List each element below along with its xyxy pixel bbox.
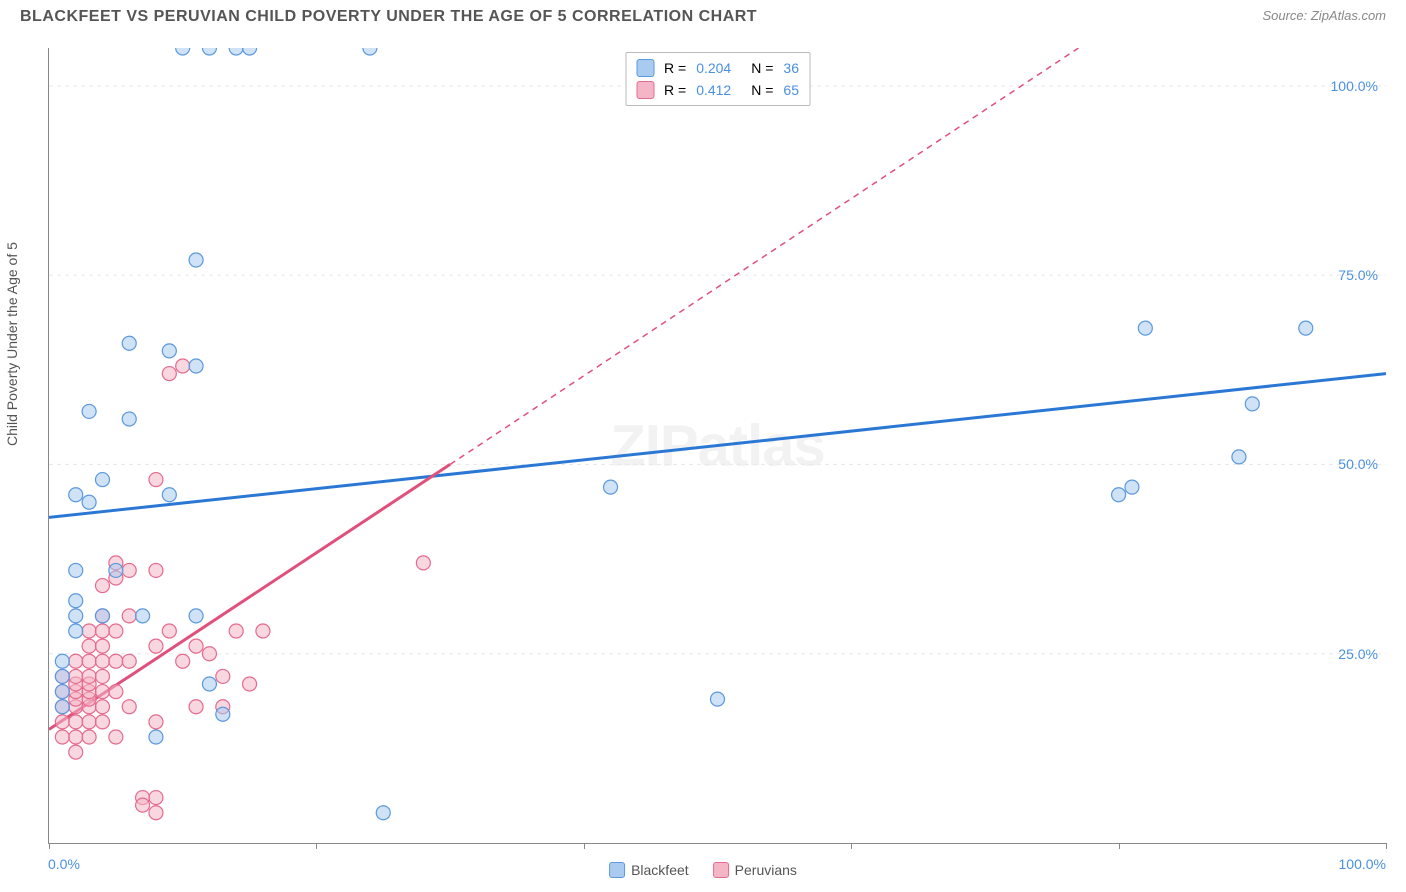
n-label: N = bbox=[751, 82, 773, 98]
n-label: N = bbox=[751, 60, 773, 76]
y-tick-label: 100.0% bbox=[1331, 78, 1378, 94]
chart-title: BLACKFEET VS PERUVIAN CHILD POVERTY UNDE… bbox=[20, 8, 1386, 26]
y-tick-label: 50.0% bbox=[1338, 456, 1378, 472]
n-value-a: 36 bbox=[783, 60, 799, 76]
series-a-name: Blackfeet bbox=[631, 862, 689, 878]
chart-source: Source: ZipAtlas.com bbox=[1262, 8, 1386, 23]
series-b-name: Peruvians bbox=[735, 862, 797, 878]
swatch-a-2 bbox=[609, 862, 625, 878]
chart-svg bbox=[49, 48, 1386, 843]
r-label: R = bbox=[664, 60, 686, 76]
legend-stats-row-b: R = 0.412 N = 65 bbox=[636, 79, 799, 101]
r-value-b: 0.412 bbox=[696, 82, 731, 98]
legend-item-b: Peruvians bbox=[713, 862, 797, 878]
n-value-b: 65 bbox=[783, 82, 799, 98]
legend-stats: R = 0.204 N = 36 R = 0.412 N = 65 bbox=[625, 52, 810, 106]
legend-stats-row-a: R = 0.204 N = 36 bbox=[636, 57, 799, 79]
y-axis-label: Child Poverty Under the Age of 5 bbox=[4, 242, 20, 446]
legend-series: Blackfeet Peruvians bbox=[609, 862, 797, 878]
swatch-b bbox=[636, 81, 654, 99]
legend-item-a: Blackfeet bbox=[609, 862, 689, 878]
r-label: R = bbox=[664, 82, 686, 98]
swatch-b-2 bbox=[713, 862, 729, 878]
x-tick-0: 0.0% bbox=[48, 856, 80, 872]
plot-area: ZIPatlas R = 0.204 N = 36 R = 0.412 N = … bbox=[48, 48, 1386, 844]
x-tick-100: 100.0% bbox=[1339, 856, 1386, 872]
y-tick-label: 75.0% bbox=[1338, 267, 1378, 283]
y-tick-label: 25.0% bbox=[1338, 646, 1378, 662]
swatch-a bbox=[636, 59, 654, 77]
r-value-a: 0.204 bbox=[696, 60, 731, 76]
